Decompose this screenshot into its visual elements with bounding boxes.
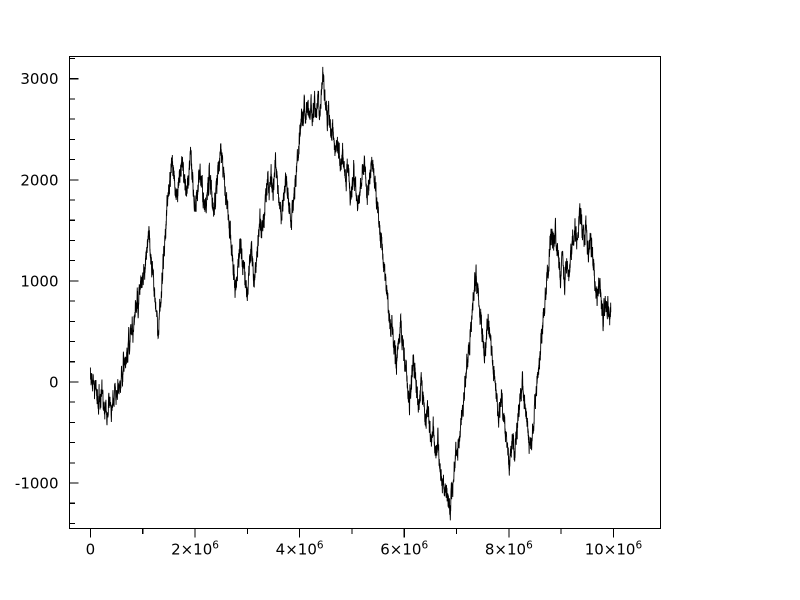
x-tick-label-exponent: 6 (635, 540, 642, 552)
y-tick-label: 0 (49, 373, 59, 391)
x-tick-label-exponent: 6 (421, 540, 428, 552)
y-tick-label: 2000 (20, 171, 58, 189)
data-series-random-walk (89, 66, 612, 521)
x-tick-label: 0 (86, 541, 96, 559)
x-tick-label-exponent: 6 (317, 540, 324, 552)
x-tick-label: 6×106 (380, 540, 428, 559)
x-tick-label: 8×106 (485, 540, 533, 559)
x-tick-label: 4×106 (276, 540, 324, 559)
y-tick-label: 3000 (20, 70, 58, 88)
x-tick-label-mantissa: 2×10 (171, 541, 212, 559)
y-tick-label: 1000 (20, 272, 58, 290)
plot-border (68, 55, 662, 530)
x-tick-label-exponent: 6 (526, 540, 533, 552)
x-tick-label: 2×106 (171, 540, 219, 559)
y-axis-minor-ticks (69, 57, 75, 524)
y-axis-major-ticks (69, 78, 79, 484)
x-tick-label: 10×106 (585, 540, 643, 559)
y-tick-label: -1000 (15, 475, 59, 493)
x-tick-label-exponent: 6 (212, 540, 219, 552)
x-tick-label-mantissa: 4×10 (276, 541, 317, 559)
plot-frame (68, 55, 662, 530)
x-axis-minor-ticks (142, 528, 562, 534)
x-tick-label-mantissa: 10×10 (585, 541, 636, 559)
x-axis-tick-labels: 0 2×106 4×106 6×106 8×106 10×106 (86, 540, 643, 559)
x-axis-major-ticks (89, 528, 614, 538)
data-series-layer (89, 66, 612, 521)
x-tick-label-mantissa: 6×10 (380, 541, 421, 559)
x-tick-label-mantissa: 8×10 (485, 541, 526, 559)
y-axis-tick-labels: 3000 2000 1000 0 -1000 (15, 70, 59, 492)
